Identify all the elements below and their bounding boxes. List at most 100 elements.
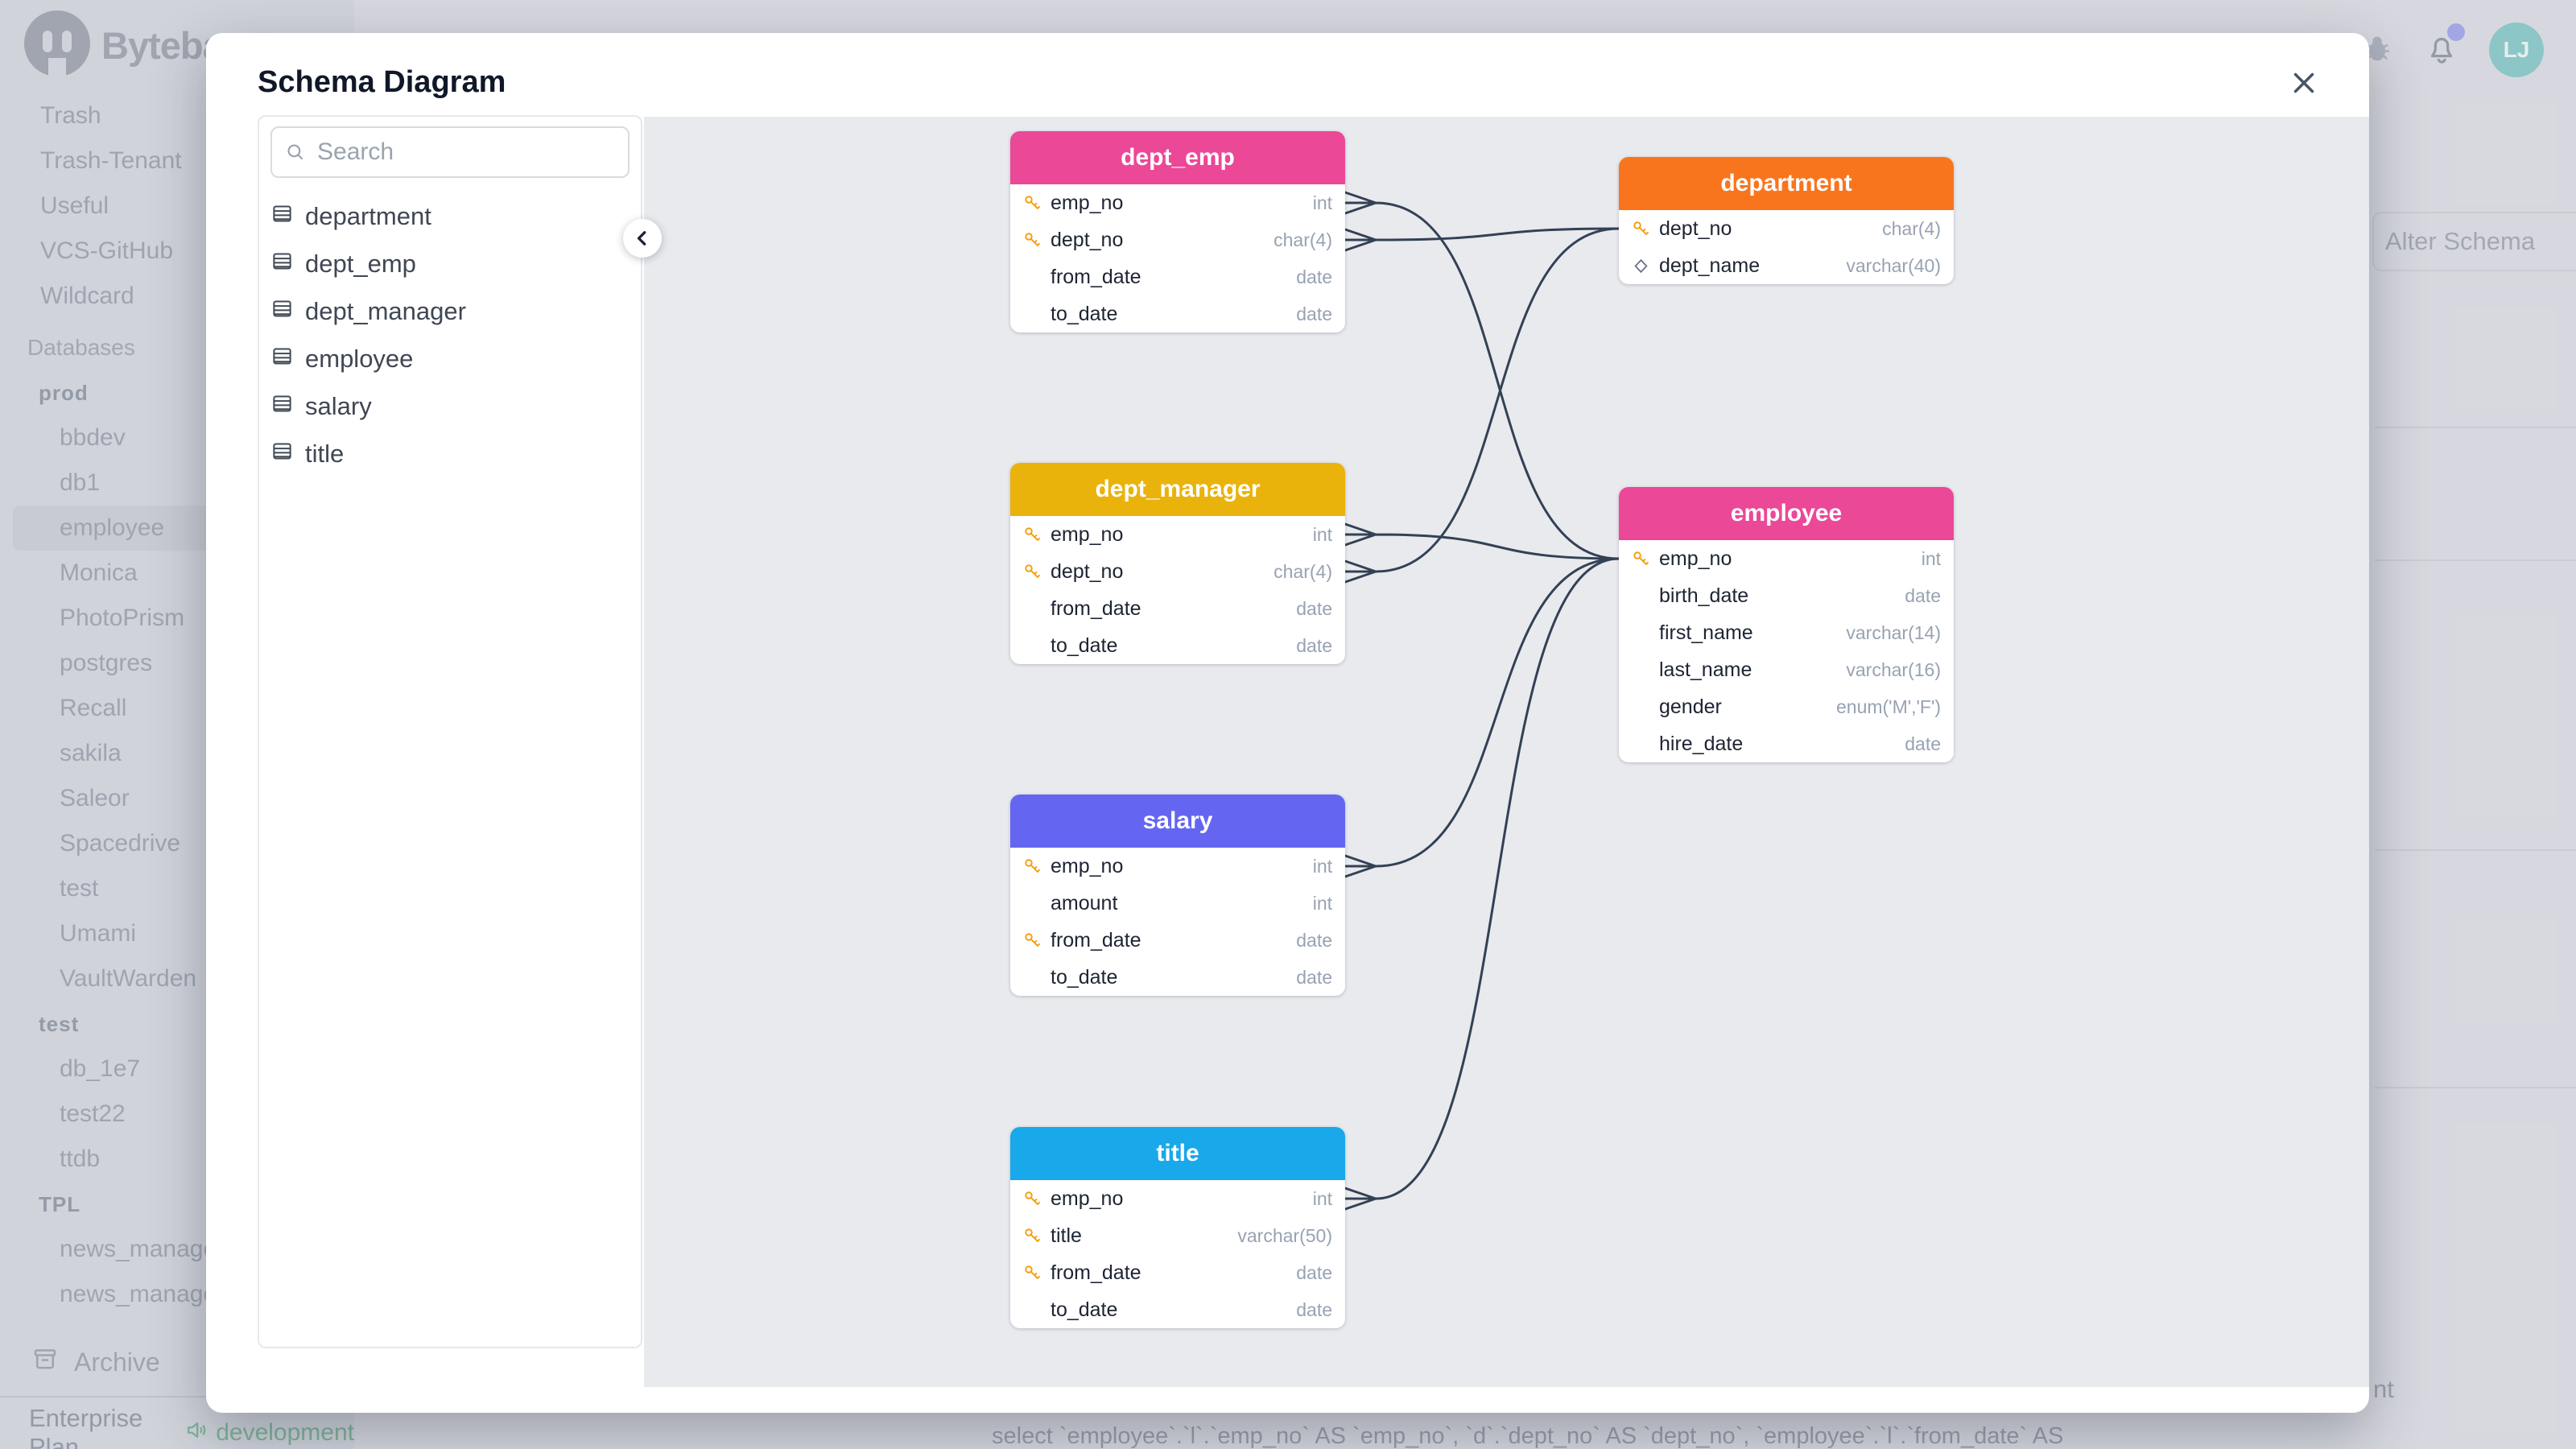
notifications-bell[interactable] xyxy=(2423,23,2465,71)
relation-edge-dept_emp-employee xyxy=(1344,191,1620,560)
column-name: from_date xyxy=(1051,928,1141,952)
schema-table-item-employee[interactable]: employee xyxy=(259,335,641,382)
sidebar-database-news_manage[interactable]: news_manage xyxy=(60,1281,217,1307)
key-icon xyxy=(1022,1264,1042,1282)
collapse-panel-button[interactable] xyxy=(623,219,662,258)
erd-column-row: from_date date xyxy=(1010,258,1345,295)
sidebar-section-databases: Databases xyxy=(27,335,135,360)
sidebar-item-archive[interactable]: Archive xyxy=(0,1338,354,1386)
key-icon xyxy=(1022,231,1042,250)
erd-column-row: first_name varchar(14) xyxy=(1619,614,1954,651)
sidebar-database-bbdev[interactable]: bbdev xyxy=(60,424,126,451)
column-type: int xyxy=(1312,1187,1332,1209)
erd-column-row: emp_no int xyxy=(1619,540,1954,577)
erd-table-header: department xyxy=(1619,157,1954,210)
schema-diagram-modal: Schema Diagram department dept_emp dept_ma… xyxy=(206,33,2369,1413)
erd-table-dept_manager[interactable]: dept_manager emp_no int dept_no char(4) from_… xyxy=(1010,463,1345,664)
sidebar-database-test[interactable]: test xyxy=(60,875,99,902)
key-icon xyxy=(1022,931,1042,950)
background-clipped-text: nt xyxy=(2373,1375,2394,1403)
avatar[interactable]: LJ xyxy=(2489,23,2544,77)
erd-table-title[interactable]: title emp_no int title varchar(50) from_date d… xyxy=(1010,1127,1345,1328)
column-name: dept_name xyxy=(1659,254,1761,277)
column-type: char(4) xyxy=(1274,560,1332,582)
search-box xyxy=(270,126,630,178)
schema-table-item-dept_emp[interactable]: dept_emp xyxy=(259,240,641,287)
sidebar-database-photoprism[interactable]: PhotoPrism xyxy=(60,605,185,631)
schema-table-item-title[interactable]: title xyxy=(259,430,641,477)
sidebar-item-trash-tenant[interactable]: Trash-Tenant xyxy=(40,147,182,174)
sidebar-environment-tpl: TPL xyxy=(39,1192,81,1216)
table-grid-icon xyxy=(271,297,293,326)
erd-column-row: from_date date xyxy=(1010,590,1345,627)
erd-column-row: from_date date xyxy=(1010,1254,1345,1291)
erd-column-row: to_date date xyxy=(1010,1291,1345,1328)
column-type: varchar(14) xyxy=(1846,621,1941,643)
column-name: emp_no xyxy=(1051,522,1124,546)
erd-table-salary[interactable]: salary emp_no int amount int from_date date to_… xyxy=(1010,795,1345,996)
sidebar-database-spacedrive[interactable]: Spacedrive xyxy=(60,830,181,857)
table-grid-icon xyxy=(271,392,293,421)
background-row-divider xyxy=(2375,849,2576,851)
column-name: dept_no xyxy=(1659,217,1732,240)
sidebar-database-recall[interactable]: Recall xyxy=(60,695,127,721)
column-type: date xyxy=(1296,966,1332,988)
erd-table-employee[interactable]: employee emp_no int birth_date date first_nam… xyxy=(1619,487,1954,762)
sidebar-database-db1[interactable]: db1 xyxy=(60,469,101,496)
key-icon xyxy=(1630,550,1651,568)
column-type: int xyxy=(1312,523,1332,545)
column-type: date xyxy=(1296,634,1332,656)
sidebar-database-postgres[interactable]: postgres xyxy=(60,650,153,676)
sidebar-database-db_1e7[interactable]: db_1e7 xyxy=(60,1055,141,1082)
erd-column-row: emp_no int xyxy=(1010,1180,1345,1217)
sidebar-database-news_manage[interactable]: news_manage xyxy=(60,1236,217,1262)
key-icon xyxy=(1022,857,1042,876)
relation-edge-dept_manager-department xyxy=(1344,227,1620,584)
sidebar-database-sakila[interactable]: sakila xyxy=(60,740,122,766)
background-sql-text: select `employee`.`l`.`emp_no` AS `emp_n… xyxy=(992,1423,2064,1449)
column-type: enum('M','F') xyxy=(1835,696,1941,717)
erd-column-row: title varchar(50) xyxy=(1010,1217,1345,1254)
column-name: emp_no xyxy=(1051,1187,1124,1210)
sidebar-item-useful[interactable]: Useful xyxy=(40,192,109,219)
schema-table-item-dept_manager[interactable]: dept_manager xyxy=(259,287,641,335)
sidebar-database-monica[interactable]: Monica xyxy=(60,559,138,586)
column-name: emp_no xyxy=(1659,547,1732,570)
table-item-label: salary xyxy=(305,391,372,420)
column-type: varchar(16) xyxy=(1846,658,1941,680)
sidebar-database-umami[interactable]: Umami xyxy=(60,920,136,947)
schema-table-item-salary[interactable]: salary xyxy=(259,382,641,430)
close-icon[interactable] xyxy=(2281,60,2326,105)
diagram-canvas[interactable]: dept_emp emp_no int dept_no char(4) from_date… xyxy=(644,117,2369,1387)
sidebar-item-wildcard[interactable]: Wildcard xyxy=(40,283,134,309)
column-name: from_date xyxy=(1051,1261,1141,1284)
column-type: int xyxy=(1312,892,1332,914)
relation-edge-title-employee xyxy=(1344,557,1620,1211)
sidebar-environment-test: test xyxy=(39,1012,80,1036)
sidebar-database-test22[interactable]: test22 xyxy=(60,1100,126,1127)
column-name: to_date xyxy=(1051,302,1118,325)
erd-column-row: from_date date xyxy=(1010,922,1345,959)
column-type: char(4) xyxy=(1274,229,1332,250)
erd-column-row: gender enum('M','F') xyxy=(1619,688,1954,725)
column-name: gender xyxy=(1659,695,1722,718)
sidebar-database-saleor[interactable]: Saleor xyxy=(60,785,130,811)
erd-table-department[interactable]: department dept_no char(4) dept_name varchar… xyxy=(1619,157,1954,284)
alter-schema-button[interactable]: Alter Schema xyxy=(2372,212,2576,271)
erd-table-dept_emp[interactable]: dept_emp emp_no int dept_no char(4) from_date… xyxy=(1010,131,1345,332)
search-icon xyxy=(287,144,303,160)
erd-column-row: emp_no int xyxy=(1010,848,1345,885)
table-grid-icon xyxy=(271,202,293,231)
sidebar-item-vcs-github[interactable]: VCS-GitHub xyxy=(40,237,174,264)
column-type: date xyxy=(1905,733,1941,754)
column-name: first_name xyxy=(1659,621,1753,644)
sidebar-database-vaultwarden[interactable]: VaultWarden xyxy=(60,965,197,992)
schema-table-item-department[interactable]: department xyxy=(259,192,641,240)
search-input[interactable] xyxy=(306,128,628,176)
erd-column-row: to_date date xyxy=(1010,627,1345,664)
column-name: from_date xyxy=(1051,597,1141,620)
background-row-divider xyxy=(2375,427,2576,428)
sidebar-item-trash[interactable]: Trash xyxy=(40,102,101,129)
key-icon xyxy=(1630,220,1651,238)
sidebar-database-ttdb[interactable]: ttdb xyxy=(60,1146,101,1172)
